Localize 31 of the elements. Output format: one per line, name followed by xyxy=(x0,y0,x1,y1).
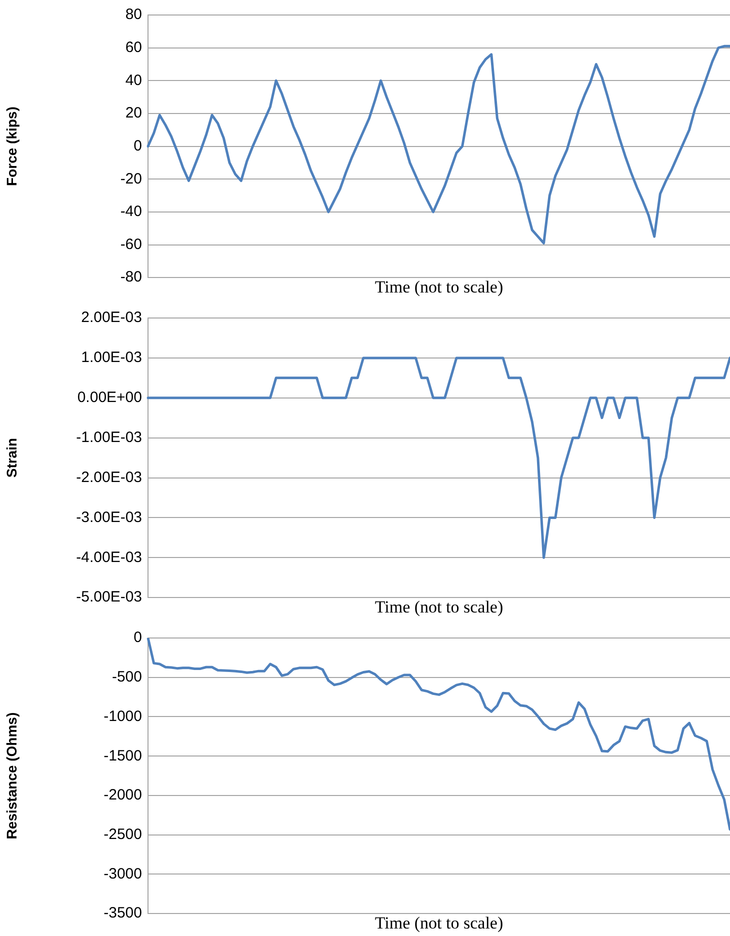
y-tick-label: 0 xyxy=(134,629,142,646)
y-tick-label: 2.00E-03 xyxy=(81,309,142,326)
y-tick-label: -3500 xyxy=(104,904,142,922)
x-axis-title: Time (not to scale) xyxy=(374,277,504,296)
y-tick-label: 0 xyxy=(134,137,142,154)
y-tick-label: -40 xyxy=(120,203,142,220)
y-axis-title: Strain xyxy=(3,438,20,478)
y-axis-title: Force (kips) xyxy=(3,106,20,186)
y-tick-label: 20 xyxy=(125,104,142,122)
y-tick-label: -80 xyxy=(120,268,142,286)
y-tick-label: 0.00E+00 xyxy=(77,389,142,406)
y-tick-label: -4.00E-03 xyxy=(76,548,142,566)
y-tick-label: -60 xyxy=(120,236,142,253)
y-tick-label: -3.00E-03 xyxy=(76,508,142,526)
y-tick-label: -2500 xyxy=(104,826,142,843)
y-axis-title: Resistance (Ohms) xyxy=(3,712,20,840)
y-tick-label: -2.00E-03 xyxy=(76,468,142,486)
y-tick-label: 60 xyxy=(125,38,142,56)
y-tick-label: -1000 xyxy=(104,708,142,725)
y-tick-label: -20 xyxy=(120,170,142,188)
x-axis-title: Time (not to scale) xyxy=(374,597,504,616)
y-tick-label: -2000 xyxy=(104,786,142,804)
y-tick-label: 1.00E-03 xyxy=(81,349,142,366)
y-tick-label: 80 xyxy=(125,6,142,24)
y-tick-label: -1500 xyxy=(104,747,142,764)
y-tick-label: -5.00E-03 xyxy=(76,588,142,606)
y-tick-label: -3000 xyxy=(104,865,142,882)
y-tick-label: 40 xyxy=(125,72,142,89)
y-tick-label: -1.00E-03 xyxy=(76,428,142,446)
y-tick-label: -500 xyxy=(112,668,142,686)
x-axis-title: Time (not to scale) xyxy=(374,913,504,932)
